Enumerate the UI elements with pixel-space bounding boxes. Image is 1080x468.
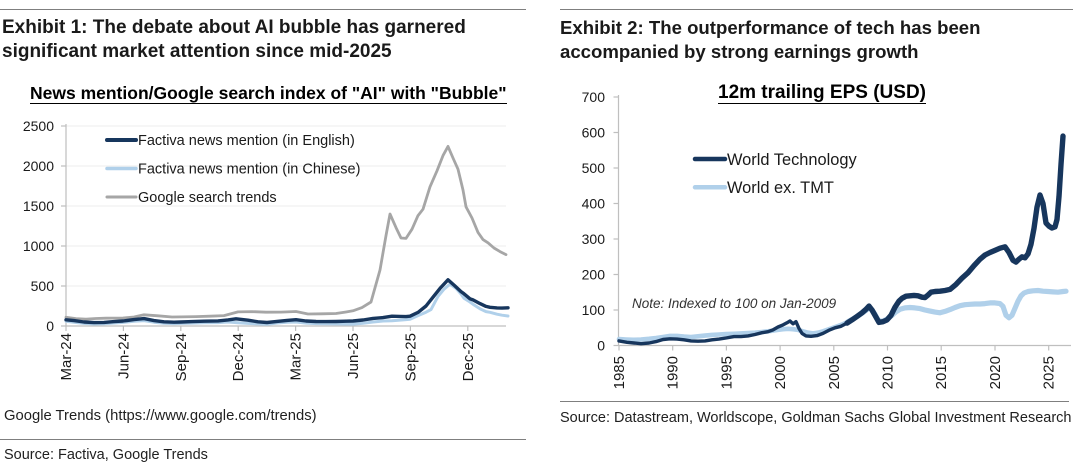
svg-text:700: 700 [582, 89, 606, 105]
svg-text:100: 100 [582, 302, 606, 318]
svg-text:Jun-25: Jun-25 [345, 333, 362, 379]
svg-text:Jun-24: Jun-24 [115, 333, 132, 379]
svg-text:World Technology: World Technology [727, 151, 857, 169]
svg-text:1990: 1990 [665, 356, 682, 389]
svg-text:1985: 1985 [611, 356, 628, 389]
svg-text:500: 500 [582, 160, 606, 176]
svg-text:Mar-24: Mar-24 [58, 333, 75, 381]
svg-text:2000: 2000 [772, 356, 789, 389]
svg-text:2010: 2010 [880, 356, 897, 389]
svg-text:2015: 2015 [933, 356, 950, 389]
svg-text:Dec-25: Dec-25 [460, 333, 477, 381]
svg-text:Google search trends: Google search trends [138, 190, 277, 206]
svg-text:400: 400 [582, 195, 606, 211]
svg-text:200: 200 [582, 266, 606, 282]
svg-text:2025: 2025 [1041, 356, 1058, 389]
svg-text:600: 600 [582, 124, 606, 140]
svg-text:2005: 2005 [826, 356, 843, 389]
svg-text:0: 0 [46, 318, 54, 334]
svg-text:2000: 2000 [23, 158, 54, 174]
svg-text:1000: 1000 [23, 238, 54, 254]
svg-text:1500: 1500 [23, 198, 54, 214]
svg-text:World ex. TMT: World ex. TMT [727, 179, 834, 197]
svg-text:0: 0 [597, 337, 605, 353]
svg-text:2500: 2500 [23, 118, 54, 134]
svg-text:500: 500 [31, 278, 55, 294]
svg-text:2020: 2020 [987, 356, 1004, 389]
svg-text:Factiva news mention (in Chine: Factiva news mention (in Chinese) [138, 162, 360, 178]
svg-text:Sep-24: Sep-24 [173, 333, 190, 381]
svg-text:Dec-24: Dec-24 [230, 333, 247, 381]
svg-text:Mar-25: Mar-25 [288, 333, 305, 381]
svg-text:Sep-25: Sep-25 [402, 333, 419, 381]
svg-text:1995: 1995 [718, 356, 735, 389]
svg-text:Factiva news mention (in Engli: Factiva news mention (in English) [138, 133, 355, 149]
svg-text:Note: Indexed to 100 on Jan-20: Note: Indexed to 100 on Jan-2009 [632, 296, 837, 311]
svg-text:300: 300 [582, 231, 606, 247]
